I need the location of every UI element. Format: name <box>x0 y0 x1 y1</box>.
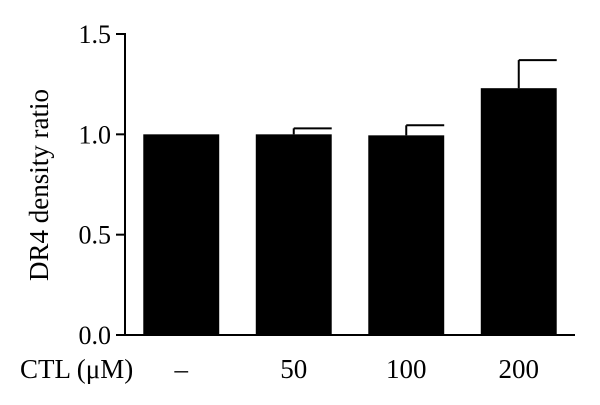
bar <box>255 134 332 335</box>
x-axis-label: CTL (μM) <box>20 354 133 384</box>
y-axis: 0.0 0.5 1.0 1.5 <box>79 20 126 350</box>
bar <box>480 88 557 336</box>
y-axis-label: DR4 density ratio <box>24 89 54 281</box>
x-tick-label: 200 <box>499 354 540 384</box>
bars-group <box>143 59 557 336</box>
bar <box>368 135 445 335</box>
y-tick-label: 1.0 <box>79 120 112 149</box>
x-axis: – 50 100 200 <box>125 334 575 384</box>
x-tick-label: 100 <box>386 354 427 384</box>
bar <box>143 134 220 335</box>
x-tick-label: 50 <box>280 354 307 384</box>
y-tick-label: 1.5 <box>79 20 112 49</box>
y-tick-label: 0.5 <box>79 221 112 250</box>
x-tick-label: – <box>174 354 189 384</box>
y-tick-label: 0.0 <box>79 321 112 350</box>
